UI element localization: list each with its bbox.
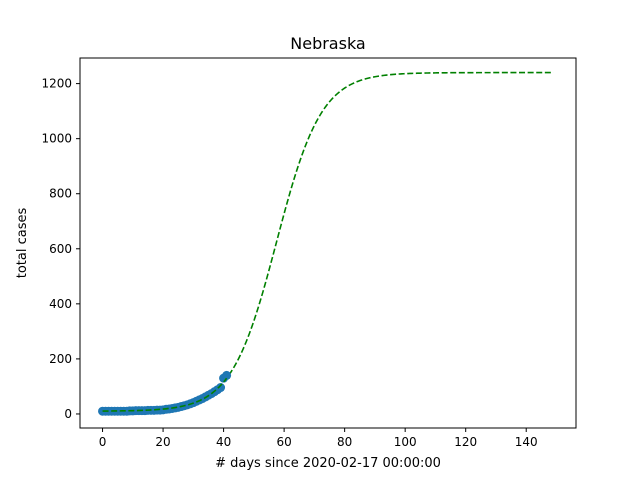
y-tick-label: 200 (49, 352, 72, 366)
x-tick-label: 140 (515, 435, 538, 449)
y-tick-label: 0 (64, 407, 72, 421)
x-tick-label: 20 (155, 435, 170, 449)
y-axis: 0 200 400 600 800 1000 1200 (41, 77, 80, 421)
x-axis: 0 20 40 60 80 100 120 140 (99, 428, 538, 449)
y-tick-label: 1000 (41, 132, 72, 146)
data-point (216, 383, 226, 393)
x-tick-label: 100 (394, 435, 417, 449)
fit-curve-overlay (102, 377, 228, 412)
data-point (222, 370, 232, 380)
y-tick-label: 400 (49, 297, 72, 311)
chart-title: Nebraska (290, 34, 365, 53)
x-tick-label: 40 (216, 435, 231, 449)
x-tick-label: 120 (454, 435, 477, 449)
y-tick-label: 600 (49, 242, 72, 256)
x-tick-label: 80 (337, 435, 352, 449)
axes-frame (79, 57, 577, 429)
y-tick-label: 800 (49, 187, 72, 201)
fit-curve-overlay-layer (102, 377, 228, 412)
plot-area (79, 57, 577, 429)
x-tick-label: 60 (276, 435, 291, 449)
fit-curve-line (102, 71, 554, 412)
y-axis-label: total cases (15, 208, 30, 279)
fit-curve-layer (102, 71, 554, 412)
y-tick-label: 1200 (41, 77, 72, 91)
x-tick-label: 0 (99, 435, 107, 449)
x-axis-label: # days since 2020-02-17 00:00:00 (215, 456, 441, 471)
